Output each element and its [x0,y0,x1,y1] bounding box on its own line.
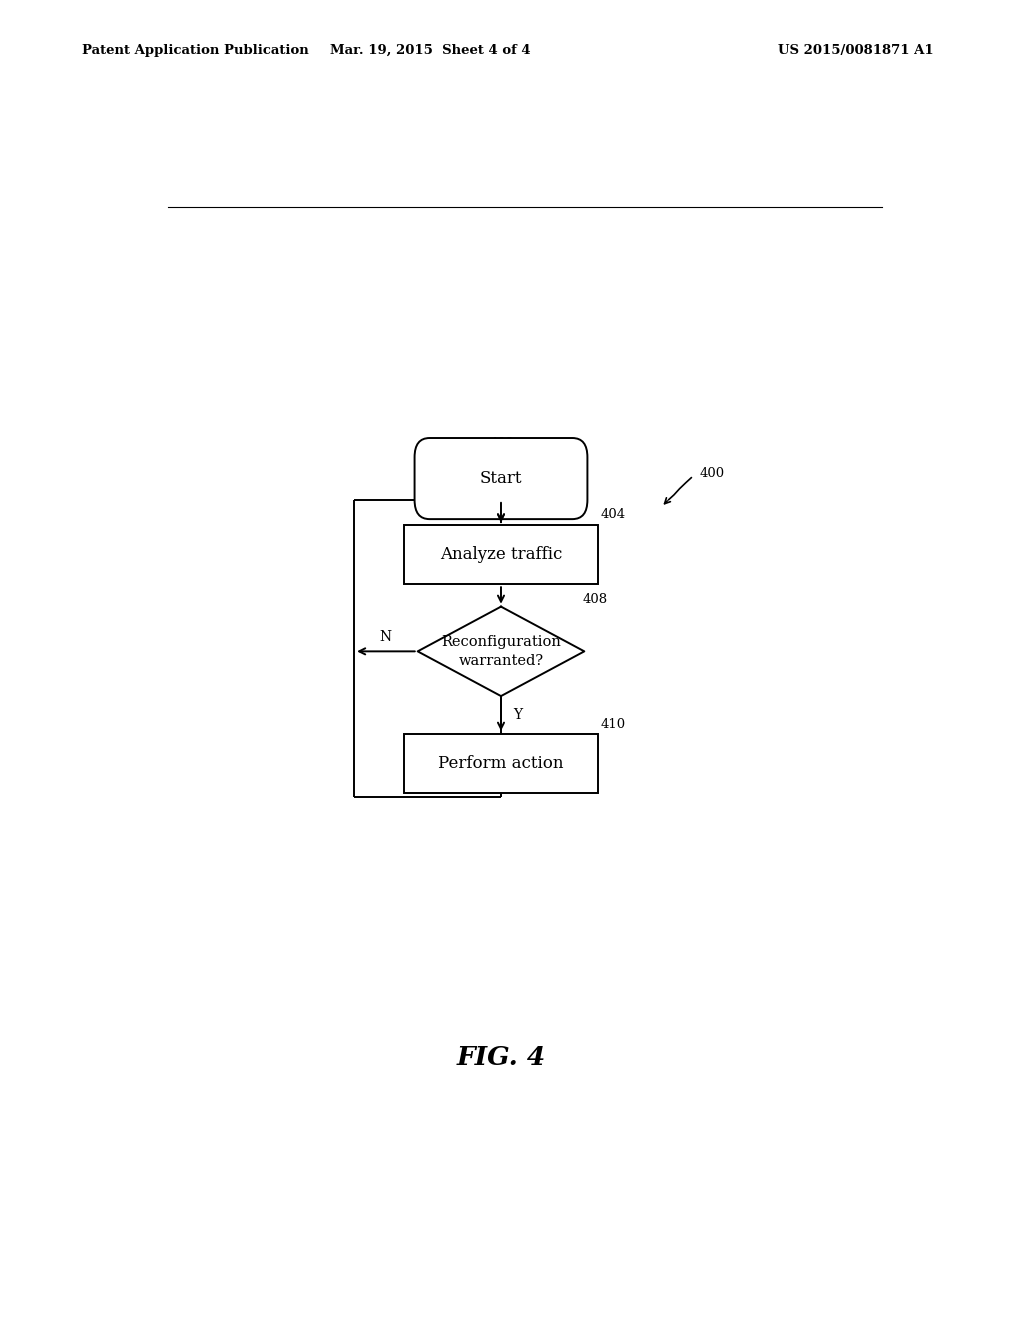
Text: Patent Application Publication: Patent Application Publication [82,44,308,57]
Text: 400: 400 [699,467,725,480]
Text: Reconfiguration
warranted?: Reconfiguration warranted? [441,635,561,668]
Text: 404: 404 [600,508,626,521]
Text: 402: 402 [489,437,514,450]
FancyBboxPatch shape [415,438,588,519]
Text: Mar. 19, 2015  Sheet 4 of 4: Mar. 19, 2015 Sheet 4 of 4 [330,44,530,57]
Bar [403,525,598,585]
Text: Perform action: Perform action [438,755,564,772]
Text: Y: Y [513,708,522,722]
Text: FIG. 4: FIG. 4 [457,1045,546,1071]
Bar [403,734,598,792]
Text: N: N [380,630,392,644]
Text: 410: 410 [600,718,626,731]
Text: Analyze traffic: Analyze traffic [439,546,562,564]
Text: Start: Start [479,470,522,487]
Text: US 2015/0081871 A1: US 2015/0081871 A1 [778,44,934,57]
Polygon shape [418,607,585,696]
Text: 408: 408 [583,593,608,606]
